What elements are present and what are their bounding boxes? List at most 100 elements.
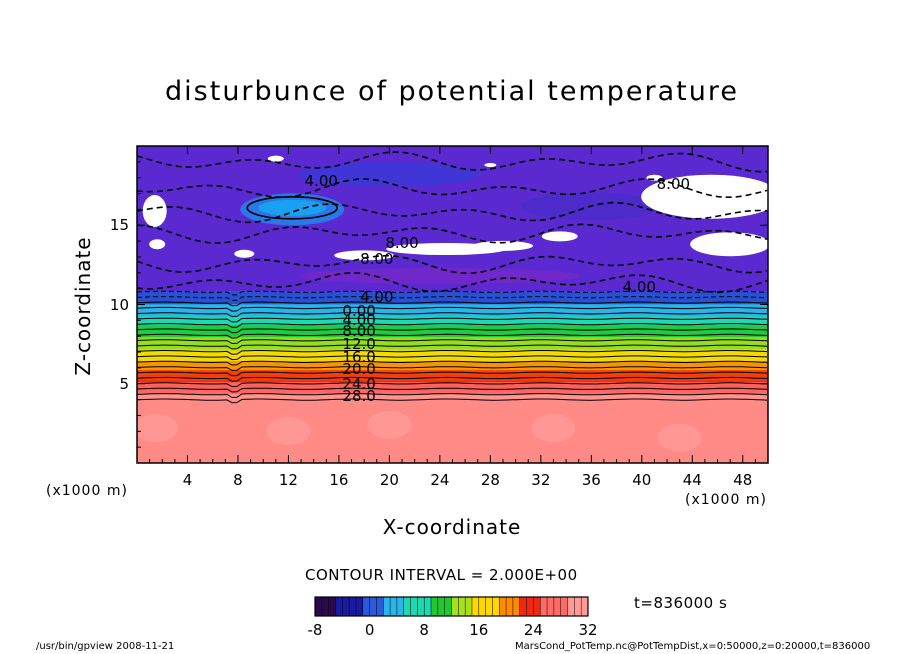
contour-line (137, 290, 768, 296)
layer-gradient-strip (137, 336, 768, 341)
colorbar-cell (349, 597, 357, 616)
colorbar-cell (478, 597, 487, 616)
white-region (484, 163, 497, 168)
colorbar-cell (458, 597, 466, 616)
footer-left: /usr/bin/gpview 2008-11-21 (36, 641, 175, 652)
x-tick-label: 44 (682, 471, 702, 489)
layer-gradient-strip (137, 309, 768, 314)
layer-gradient-strip (137, 396, 768, 401)
layer-gradient-strip (137, 324, 768, 329)
heatmap-field (137, 146, 768, 463)
contour-line-dashed (137, 272, 768, 294)
white-region (472, 240, 533, 251)
x-tick-label: 12 (278, 471, 298, 489)
layer-gradient-strip (137, 351, 768, 356)
contour-line (137, 333, 768, 339)
x-tick-label: 48 (733, 471, 753, 489)
layer-gradient-strip (137, 291, 768, 296)
colorbar-cell (315, 597, 323, 616)
x-tick-label: 8 (233, 471, 243, 489)
warm-purple-band (299, 267, 580, 284)
y-tick-label: 10 (109, 295, 129, 314)
contour-line (137, 398, 768, 404)
contour-label: 4.00 (360, 287, 394, 306)
contour-label: 12.0 (342, 335, 376, 354)
contour-line-dashed (137, 254, 768, 275)
colorbar-cell (355, 597, 364, 616)
colorbar-cell (512, 597, 521, 616)
layer-gradient-strip (137, 303, 768, 308)
colorbar-tick-label: -8 (307, 621, 323, 639)
colorbar-cell (451, 597, 459, 616)
contour-line (137, 360, 768, 366)
contour-line (137, 317, 768, 323)
colorbar-cell (547, 597, 555, 616)
layer-gradient-strip (137, 306, 768, 311)
colorbar-cell (328, 597, 336, 616)
contour-interval: CONTOUR INTERVAL = 2.000E+00 (305, 566, 578, 584)
contour-line (137, 371, 768, 377)
colorbar-cell (492, 597, 500, 616)
contour-line (137, 355, 768, 361)
colorbar-cell (403, 597, 411, 616)
colorbar-frame (314, 596, 589, 617)
layer-gradient-strip (137, 384, 768, 389)
layer-gradient-strip (137, 366, 768, 371)
cold-core-inner (258, 199, 327, 216)
contour-line (137, 306, 768, 312)
x-tick-label: 40 (632, 471, 652, 489)
contour-line (137, 339, 768, 345)
x-tick-label: 32 (531, 471, 551, 489)
colorbar-cell (519, 597, 527, 616)
contour-line (137, 393, 768, 398)
colorbar-cell (444, 597, 452, 616)
layer-gradient-strip (137, 297, 768, 302)
colorbar-cell (417, 597, 425, 616)
contour-label: 16.0 (342, 347, 376, 366)
contour-line (137, 382, 768, 388)
colorbar-cell (369, 597, 377, 616)
layer-gradient-strip (137, 372, 768, 377)
colorbar-cell (362, 597, 370, 616)
colorbar-cell (410, 597, 418, 616)
contour-line (137, 387, 768, 393)
colorbar-cell (321, 597, 330, 616)
x-unit-right: (x1000 m) (685, 492, 767, 508)
y-tick-label: 15 (109, 216, 129, 235)
white-region (149, 239, 166, 250)
layer-gradient-strip (137, 354, 768, 359)
white-region (690, 232, 768, 257)
layer-gradient-strip (137, 393, 768, 398)
colorbar-cell (390, 597, 398, 616)
layer-gradient-strip (137, 363, 768, 368)
layer-gradient-strip (137, 300, 768, 305)
contour-label: 8.00 (385, 233, 419, 252)
layer-gradient-strip (137, 339, 768, 344)
x-tick-label: 28 (480, 471, 500, 489)
colorbar-cell (499, 597, 507, 616)
x-tick-label: 24 (430, 471, 450, 489)
colorbar-cell (526, 597, 534, 616)
time-label: t=836000 s (634, 594, 728, 612)
layer-gradient-strip (137, 360, 768, 365)
colorbar-tick-label: 0 (364, 621, 375, 639)
colorbar-cell (335, 597, 343, 616)
layer-gradient-strip (137, 330, 768, 335)
colorbar-tick-label: 16 (469, 621, 489, 639)
colorbar-cell (431, 597, 439, 616)
colorbar-tick-label: 24 (523, 621, 543, 639)
layer-gradient-strip (137, 378, 768, 383)
colorbar-cell (396, 597, 405, 616)
colorbar-cell (383, 597, 391, 616)
contour-line (137, 366, 768, 371)
x-tick-label: 36 (581, 471, 601, 489)
colorbar-cell (424, 597, 432, 616)
colorbar-cell (471, 597, 480, 616)
warm-blob (531, 414, 576, 443)
colorbar-cell (533, 597, 541, 616)
contour-label: 4.00 (622, 278, 656, 297)
contour-line-dashed (137, 223, 768, 244)
colorbar-cell (485, 597, 493, 616)
contour-label: 0.00 (342, 301, 376, 320)
contour-label: 8.00 (656, 175, 691, 194)
